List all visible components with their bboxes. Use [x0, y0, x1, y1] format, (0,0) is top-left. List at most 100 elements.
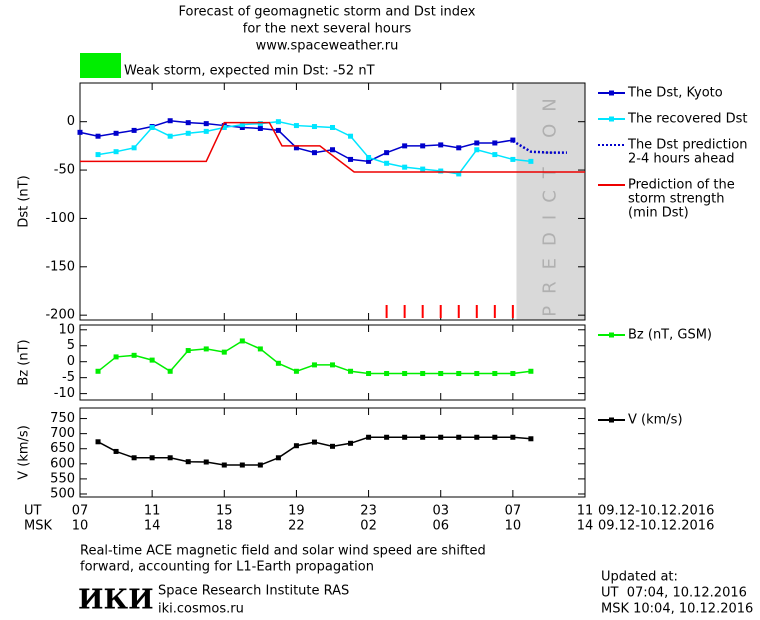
storm-swatch — [80, 53, 121, 78]
data-point — [167, 118, 173, 124]
updated: Updated at: — [601, 570, 678, 585]
y-tick-label: -200 — [45, 308, 75, 323]
data-point — [402, 371, 408, 377]
series-line — [97, 340, 531, 375]
data-point — [510, 434, 516, 440]
series-line — [512, 139, 567, 154]
data-point — [528, 436, 534, 442]
x-tick-label: 10 — [505, 519, 522, 534]
data-point — [95, 439, 101, 445]
data-point — [420, 166, 426, 172]
data-point — [420, 434, 426, 440]
data-point — [311, 439, 317, 445]
y-tick-label: 600 — [50, 456, 75, 471]
x-tick-label: 07 — [72, 504, 89, 519]
data-point — [456, 434, 462, 440]
data-point — [402, 143, 408, 149]
x-tick-label: 22 — [288, 519, 305, 534]
x-tick-label: 15 — [216, 504, 233, 519]
data-point — [366, 434, 372, 440]
data-point — [474, 371, 480, 377]
x-tick-label: 18 — [216, 519, 233, 534]
date-range: 09.12-10.12.2016 — [598, 504, 714, 519]
y-tick-label: -100 — [45, 211, 75, 226]
data-point — [402, 434, 408, 440]
data-point — [528, 368, 534, 374]
legend-label: V (km/s) — [628, 413, 683, 428]
legend-label: 2-4 hours ahead — [628, 152, 734, 167]
x-tick-label: 14 — [144, 519, 161, 534]
data-point — [492, 434, 498, 440]
data-point — [149, 124, 155, 130]
y-tick-label: 5 — [67, 338, 75, 353]
data-point — [348, 133, 354, 139]
data-point — [311, 124, 317, 130]
data-point — [275, 127, 281, 133]
x-tick-label: 02 — [360, 519, 377, 534]
prediction-label: PREDICTION — [540, 86, 561, 316]
y-tick-label: -10 — [54, 386, 75, 401]
y-tick-label: 0 — [67, 114, 75, 129]
data-point — [311, 150, 317, 156]
data-point — [275, 119, 281, 125]
data-point — [113, 149, 119, 155]
data-point — [275, 360, 281, 366]
site: iki.cosmos.ru — [158, 602, 244, 617]
data-point — [438, 142, 444, 148]
y-tick-label: -50 — [54, 163, 75, 178]
data-point — [492, 140, 498, 146]
data-point — [528, 158, 534, 164]
data-point — [257, 121, 263, 127]
data-point — [402, 164, 408, 170]
data-point — [167, 133, 173, 139]
x-tick-label: 23 — [360, 504, 377, 519]
data-point — [167, 455, 173, 461]
data-point — [185, 459, 191, 465]
data-point — [95, 368, 101, 374]
data-point — [474, 147, 480, 153]
data-point — [474, 434, 480, 440]
data-point — [510, 156, 516, 162]
data-point — [185, 120, 191, 126]
data-point — [95, 133, 101, 139]
data-point — [203, 121, 209, 127]
logo: ИКИ — [78, 585, 154, 616]
data-point — [366, 158, 372, 164]
data-point — [293, 145, 299, 151]
x-tick-label: 19 — [288, 504, 305, 519]
legend-label: The Dst prediction — [627, 138, 748, 153]
x-tick-label: 11 — [144, 504, 161, 519]
legend-marker — [609, 90, 614, 96]
x-tick-label: 07 — [505, 504, 522, 519]
data-point — [149, 455, 155, 461]
series-line — [80, 121, 585, 173]
data-point — [384, 434, 390, 440]
data-point — [348, 440, 354, 446]
x-tick-label: 03 — [432, 504, 449, 519]
legend-label: The recovered Dst — [627, 112, 747, 127]
data-point — [348, 368, 354, 374]
data-point — [330, 124, 335, 130]
y-tick-label: 700 — [50, 426, 75, 441]
storm-text: Weak storm, expected min Dst: -52 nT — [124, 64, 375, 79]
data-point — [239, 122, 245, 128]
title: Forecast of geomagnetic storm and Dst in… — [178, 5, 475, 20]
data-point — [185, 348, 191, 354]
y-tick-label: 10 — [58, 322, 75, 337]
data-point — [474, 140, 480, 146]
data-point — [492, 371, 498, 377]
x-tick-label: 10 — [72, 519, 89, 534]
data-point — [420, 371, 426, 377]
y-tick-label: -150 — [45, 259, 75, 274]
data-point — [113, 354, 119, 360]
data-point — [330, 443, 335, 449]
y-axis-label: Dst (nT) — [17, 175, 32, 227]
legend-label: storm strength — [628, 192, 725, 207]
data-point — [239, 338, 245, 344]
x-tick-label: 06 — [432, 519, 449, 534]
updated: MSK 10:04, 10.12.2016 — [601, 602, 753, 617]
data-point — [239, 124, 245, 130]
date-range: 09.12-10.12.2016 — [598, 519, 714, 534]
data-point — [113, 130, 119, 136]
